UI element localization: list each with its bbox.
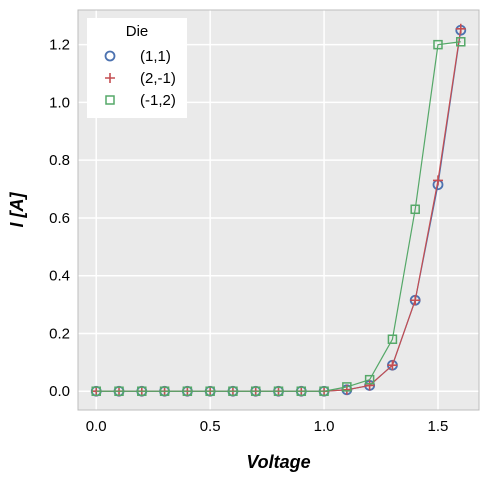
x-tick-label: 0.0 bbox=[86, 418, 107, 435]
data-point bbox=[273, 386, 284, 396]
y-tick-label: 0.0 bbox=[49, 383, 70, 400]
y-tick-label: 0.6 bbox=[49, 210, 70, 227]
data-point bbox=[455, 23, 466, 34]
data-point bbox=[228, 386, 238, 396]
series-3 bbox=[91, 37, 466, 396]
data-point bbox=[205, 386, 215, 396]
data-point bbox=[364, 380, 375, 391]
data-point bbox=[296, 386, 307, 396]
data-point bbox=[433, 39, 443, 50]
y-tick-label: 1.0 bbox=[49, 94, 70, 111]
legend-entries: (1,1) (2,-1) (-1,2) bbox=[104, 48, 176, 109]
x-tick-labels: 0.0 0.5 1.0 1.5 bbox=[86, 418, 449, 435]
y-tick-label: 0.2 bbox=[49, 325, 70, 342]
data-point bbox=[319, 386, 329, 396]
legend-label: (-1,2) bbox=[140, 92, 176, 109]
legend-entry: (1,1) bbox=[104, 48, 171, 65]
data-point bbox=[387, 334, 398, 344]
y-tick-label: 0.4 bbox=[49, 268, 70, 285]
y-tick-label: 0.8 bbox=[49, 152, 70, 169]
data-point bbox=[114, 386, 124, 396]
data-point bbox=[342, 382, 352, 392]
series-layer bbox=[90, 23, 467, 397]
x-tick-label: 1.0 bbox=[314, 418, 335, 435]
x-axis-title: Voltage bbox=[246, 452, 310, 472]
plot-frame bbox=[77, 9, 480, 411]
data-point bbox=[137, 386, 147, 396]
data-point bbox=[182, 386, 193, 396]
data-point bbox=[91, 386, 101, 396]
x-tick-label: 0.5 bbox=[200, 418, 221, 435]
legend-entry: (2,-1) bbox=[105, 70, 176, 87]
legend-entry: (-1,2) bbox=[105, 92, 176, 109]
data-point bbox=[387, 360, 398, 371]
legend-box bbox=[87, 18, 187, 118]
legend-marker bbox=[105, 73, 115, 83]
data-point bbox=[250, 386, 261, 396]
grid bbox=[78, 10, 479, 410]
data-point bbox=[159, 386, 170, 396]
data-point bbox=[456, 37, 466, 47]
legend-label: (1,1) bbox=[140, 48, 171, 65]
legend: Die (1,1) (2,-1) (-1,2) bbox=[87, 18, 187, 118]
y-tick-label: 1.2 bbox=[49, 37, 70, 54]
legend-marker bbox=[104, 50, 116, 62]
y-axis-title: I [A] bbox=[7, 192, 27, 228]
y-tick-labels: 0.0 0.2 0.4 0.6 0.8 1.0 1.2 bbox=[49, 37, 70, 401]
data-point bbox=[410, 295, 421, 306]
legend-label: (2,-1) bbox=[140, 70, 176, 87]
legend-title: Die bbox=[126, 23, 149, 40]
data-point bbox=[432, 175, 443, 186]
data-point bbox=[410, 204, 420, 215]
legend-marker bbox=[105, 95, 115, 105]
data-point bbox=[364, 374, 375, 385]
series-line bbox=[96, 41, 461, 392]
x-tick-label: 1.5 bbox=[428, 418, 449, 435]
